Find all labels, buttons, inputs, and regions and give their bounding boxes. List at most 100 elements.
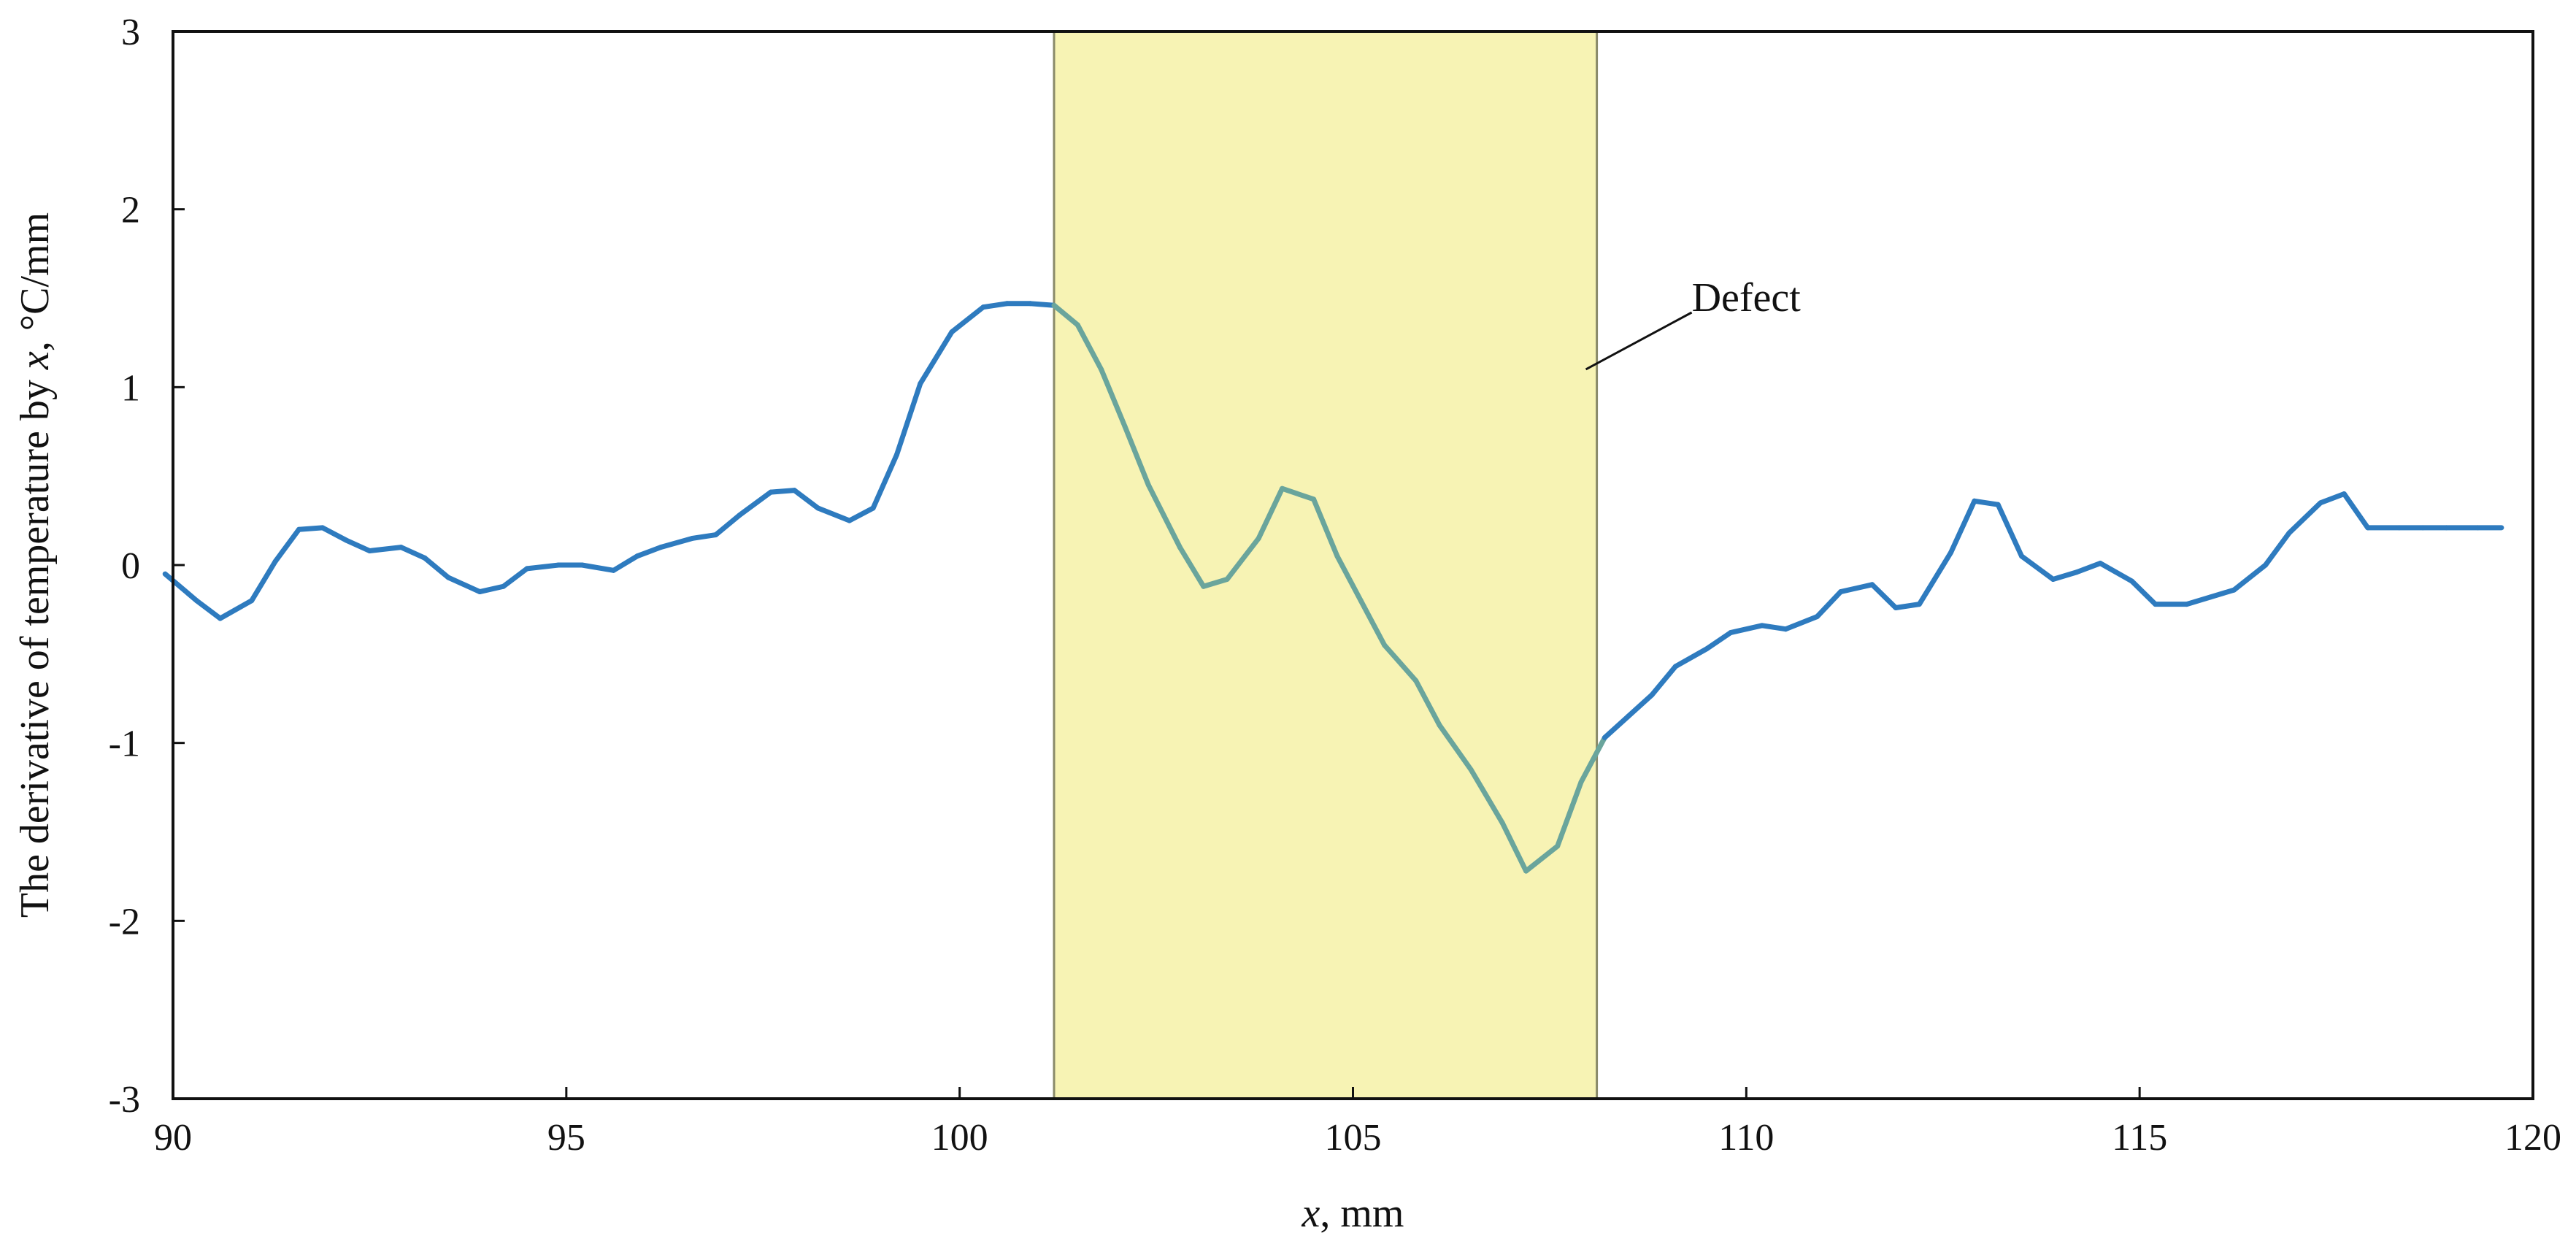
series-line-segment xyxy=(1995,502,2025,559)
y-tick-label: 0 xyxy=(121,545,140,587)
series-line-segment xyxy=(847,505,876,523)
series-line-segment xyxy=(870,452,899,511)
series-line-segment xyxy=(343,537,372,554)
series-line-segment xyxy=(1523,843,1561,874)
x-tick-label: 90 xyxy=(154,1117,192,1159)
series-line-segment xyxy=(1783,614,1820,632)
series-line-segment xyxy=(1759,623,1788,632)
series-line-segment xyxy=(1649,664,1678,698)
y-axis-label-prefix: The derivative of temperature by xyxy=(12,369,58,918)
series-line-segment xyxy=(1201,576,1230,589)
x-tick-label: 110 xyxy=(1718,1117,1774,1159)
series-line-segment xyxy=(2050,569,2080,582)
series-line-segment xyxy=(2097,561,2134,584)
series-line-segment xyxy=(1122,423,1151,488)
series-line-segment xyxy=(296,525,326,532)
series-line-segment xyxy=(2231,562,2269,593)
y-tick-label: -1 xyxy=(109,723,140,765)
series-line-segment xyxy=(1224,535,1261,582)
series-line-segment xyxy=(918,329,955,386)
series-line-segment xyxy=(1280,485,1317,502)
series-line-segment xyxy=(1948,498,1977,556)
series-line-segment xyxy=(2263,530,2292,568)
y-axis-label-unit: , °C/mm xyxy=(12,212,58,351)
x-axis-label: x, mm xyxy=(1302,1191,1404,1236)
series-line-segment xyxy=(1893,602,1922,610)
series-line-segment xyxy=(1916,550,1954,607)
x-axis-label-unit: , mm xyxy=(1320,1191,1404,1236)
annotation-leader-line xyxy=(1585,311,1693,371)
series-line-segment xyxy=(2074,561,2103,575)
series-line-segment xyxy=(1555,779,1584,849)
series-line-segment xyxy=(2129,578,2158,607)
series-line-segment xyxy=(1051,302,1080,328)
series-line-segment xyxy=(1838,582,1875,595)
x-axis-label-var: x xyxy=(1302,1191,1320,1236)
series-line-segment xyxy=(2286,500,2323,536)
y-tick-label: -3 xyxy=(109,1079,140,1121)
series-line-segment xyxy=(1074,322,1104,372)
series-line-segment xyxy=(1099,366,1128,429)
x-axis-ticks: 90 95 100 105 110 115 120 xyxy=(154,1087,2561,1159)
series-line-segment xyxy=(1499,820,1529,874)
series-line-segment xyxy=(1358,598,1388,648)
x-tick-label: 115 xyxy=(2112,1117,2167,1159)
series-line-segment xyxy=(1578,734,1607,785)
y-tick-label: 3 xyxy=(121,12,140,53)
x-tick-label: 105 xyxy=(1325,1117,1382,1159)
series-line-segment xyxy=(1672,646,1710,669)
series-line-segment xyxy=(320,525,349,543)
series-line-segment xyxy=(1704,630,1734,652)
series-line-segment xyxy=(1602,713,1631,740)
series-line-segment xyxy=(1256,485,1285,541)
series-line-segment xyxy=(1728,623,1765,636)
y-tick-label: -2 xyxy=(109,901,140,942)
series-line-segment xyxy=(399,545,428,561)
series-line-segment xyxy=(610,553,640,573)
series-line-segment xyxy=(658,535,695,550)
y-tick-label: 2 xyxy=(121,190,140,231)
y-tick-label: 1 xyxy=(121,367,140,409)
series-line-segment xyxy=(162,571,199,604)
x-tick-label: 120 xyxy=(2504,1117,2561,1159)
series-line-segment xyxy=(1413,677,1442,728)
series-line-segment xyxy=(1814,589,1844,620)
series-line-segment xyxy=(1177,545,1207,589)
series-line-segment xyxy=(1382,642,1419,683)
series-line-segment xyxy=(980,301,1010,310)
series-line-segment xyxy=(2341,491,2371,531)
series-line-segment xyxy=(2184,594,2213,607)
series-line-segment xyxy=(422,555,451,580)
y-axis-ticks: 3 2 1 0 -1 -2 -3 xyxy=(109,12,185,1121)
x-tick-label: 100 xyxy=(931,1117,988,1159)
series-line-segment xyxy=(579,562,616,573)
series-line-segment xyxy=(2019,553,2056,582)
y-axis-label-var: x xyxy=(12,351,58,370)
series-line-segment xyxy=(815,505,853,523)
series-line-segment xyxy=(1626,692,1655,719)
series-line-segment xyxy=(1972,498,2001,507)
series-line-segment xyxy=(193,598,223,621)
series-line-segment xyxy=(1028,301,1057,308)
series-line-segment xyxy=(713,512,742,538)
series-line-segment xyxy=(791,488,821,511)
series-line-segment xyxy=(2318,491,2347,506)
highlight-region xyxy=(1053,30,1599,1100)
series-line-segment xyxy=(477,583,507,595)
series-line-segment xyxy=(2207,587,2237,600)
series-line-segment xyxy=(1311,496,1340,559)
series-line-segment xyxy=(1468,767,1505,826)
series-line-segment xyxy=(737,489,774,518)
series-line-segment xyxy=(1869,582,1899,610)
series-line-segment xyxy=(893,380,923,458)
series-line-segment xyxy=(501,566,530,589)
series-line-segment xyxy=(1334,553,1364,604)
annotation-label: Defect xyxy=(1692,275,1802,320)
series-line-segment xyxy=(768,488,797,495)
series-line-segment xyxy=(366,545,404,554)
series-line-segment xyxy=(445,575,482,595)
series-line-segment xyxy=(689,532,719,541)
x-tick-label: 95 xyxy=(547,1117,585,1159)
series-line-segment xyxy=(524,562,561,572)
